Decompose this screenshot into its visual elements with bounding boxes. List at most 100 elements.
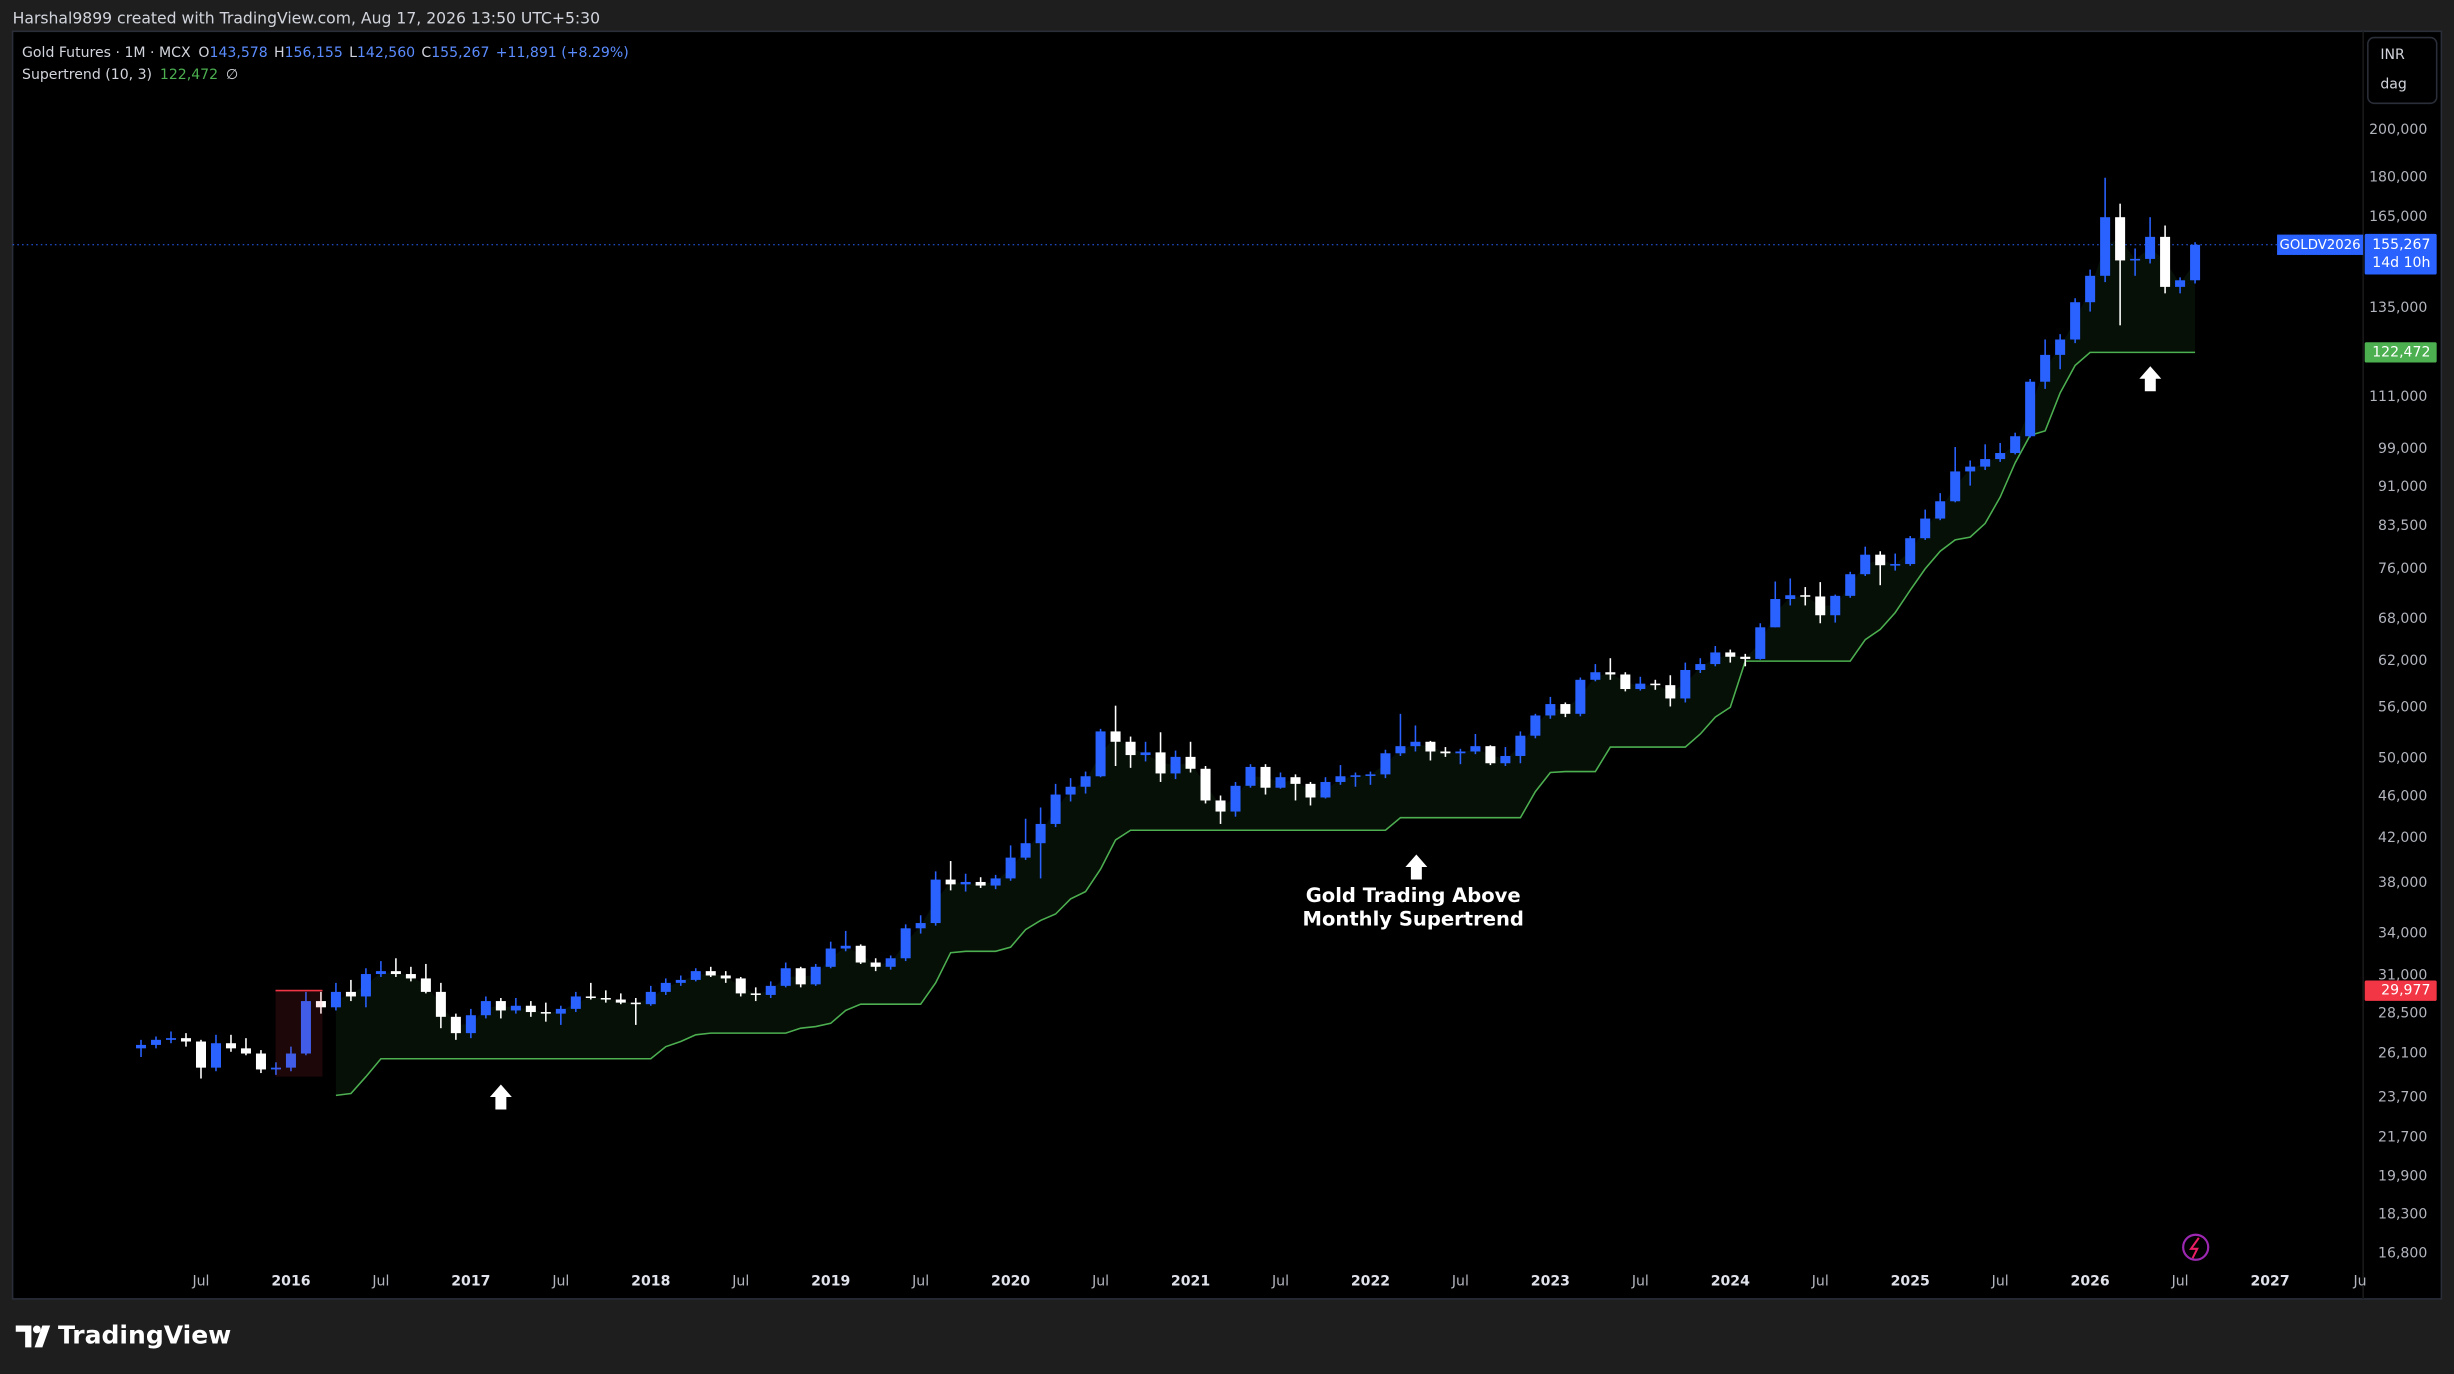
candle-body [2010, 436, 2021, 454]
candle-body [1620, 674, 1631, 690]
candle-body [2130, 258, 2141, 261]
candle-body [1890, 564, 1901, 566]
candle-body [585, 996, 596, 999]
candle-body [1875, 554, 1886, 566]
candle-body [1545, 704, 1556, 716]
x-tick-label: Jul [1631, 1274, 1649, 1290]
y-tick-label: 111,000 [2369, 389, 2427, 405]
y-tick-label: 83,500 [2378, 518, 2427, 534]
y-tick-label: 165,000 [2369, 209, 2427, 225]
currency-box[interactable] [2367, 36, 2438, 105]
alert-icon[interactable] [2182, 1233, 2210, 1261]
candle-body [1440, 751, 1451, 754]
highlight-box [275, 990, 323, 1077]
candle-body [1080, 776, 1091, 787]
x-tick-label: 2027 [2250, 1274, 2289, 1290]
y-tick-label: 16,800 [2378, 1245, 2427, 1261]
supertrend-fill [335, 238, 2196, 1096]
candle-body [1320, 781, 1331, 798]
candle-body [1365, 774, 1376, 776]
candle-body [1830, 595, 1841, 616]
indicator-name: Supertrend (10, 3) [22, 67, 152, 83]
y-tick-label: 180,000 [2369, 170, 2427, 186]
symbol-tag [2277, 234, 2364, 255]
candle-body [1065, 786, 1076, 795]
y-tick-label: 50,000 [2378, 751, 2427, 767]
candle-body [615, 999, 626, 1003]
candle-body [1635, 683, 1646, 690]
legend-value: 142,560 [357, 45, 415, 61]
alert-icon-bolt [2189, 1237, 2200, 1259]
candle-body [525, 1005, 536, 1013]
candle-body [1455, 751, 1466, 754]
y-tick-label: 18,300 [2378, 1207, 2427, 1223]
candle-body [1680, 669, 1691, 699]
candle-body [210, 1043, 221, 1068]
candle-body [1230, 785, 1241, 812]
candle-body [1560, 704, 1571, 714]
candle-body [1815, 596, 1826, 616]
y-tick-label: 31,000 [2378, 967, 2427, 983]
x-tick-label: Ju [2352, 1274, 2366, 1290]
candle-body [915, 923, 926, 929]
candle-body [1575, 679, 1586, 714]
last-price-label: 155,267 [2372, 237, 2430, 253]
logo-mark [15, 1325, 32, 1348]
candle-body [795, 968, 806, 985]
y-tick-label: 23,700 [2378, 1089, 2427, 1105]
legend-key: L [349, 45, 357, 61]
candle-body [345, 991, 356, 997]
candle-body [240, 1048, 251, 1054]
x-tick-label: 2025 [1891, 1274, 1930, 1290]
y-tick-label: 21,700 [2378, 1129, 2427, 1145]
candle-body [765, 985, 776, 995]
candle-body [780, 968, 791, 986]
legend-value: 155,267 [431, 45, 489, 61]
candle-body [960, 881, 971, 885]
candle-body [195, 1041, 206, 1068]
candle-body [870, 962, 881, 967]
candle-body [660, 982, 671, 992]
candle-body [600, 997, 611, 1000]
legend-key: O [198, 45, 209, 61]
indicator-extra: ∅ [226, 67, 238, 83]
candle-body [2040, 354, 2051, 382]
candle-body [435, 991, 446, 1017]
candle-body [330, 991, 341, 1008]
candle-body [705, 971, 716, 976]
candle-body [225, 1043, 236, 1049]
attribution: Harshal9899 created with TradingView.com… [13, 8, 600, 27]
candle-body [165, 1038, 177, 1040]
candle-body [136, 1044, 147, 1049]
x-tick-label: 2021 [1171, 1274, 1210, 1290]
x-tick-label: 2018 [631, 1274, 670, 1290]
candle-body [1725, 652, 1736, 657]
candle-body [1650, 683, 1661, 686]
candle-body [315, 1001, 326, 1008]
legend: Supertrend (10, 3) 122,472 ∅ [22, 67, 238, 83]
candle-body [1530, 715, 1541, 736]
y-tick-label: 38,000 [2378, 875, 2427, 891]
candle-body [885, 958, 896, 967]
y-tick-label: 42,000 [2378, 830, 2427, 846]
candle-body [1425, 741, 1436, 752]
candle-body [1605, 672, 1616, 675]
y-tick-label: 56,000 [2378, 699, 2427, 715]
marker-label: 29,977 [2381, 983, 2430, 999]
x-tick-label: Jul [1811, 1274, 1829, 1290]
candle-body [1155, 752, 1166, 774]
arrow [2139, 366, 2162, 392]
candle-body [990, 878, 1001, 886]
candle-body [255, 1053, 266, 1070]
candle-body [1995, 453, 2006, 460]
candle-body [645, 991, 656, 1005]
candle-body [180, 1038, 192, 1042]
candle-body [151, 1039, 162, 1045]
candle-body [510, 1005, 521, 1011]
x-tick-label: Jul [371, 1274, 389, 1290]
legend-key: C [421, 45, 431, 61]
y-tick-label: 62,000 [2378, 653, 2427, 669]
candle-body [2160, 236, 2171, 287]
last-price-tag [2364, 233, 2437, 275]
candle-body [1140, 752, 1151, 756]
